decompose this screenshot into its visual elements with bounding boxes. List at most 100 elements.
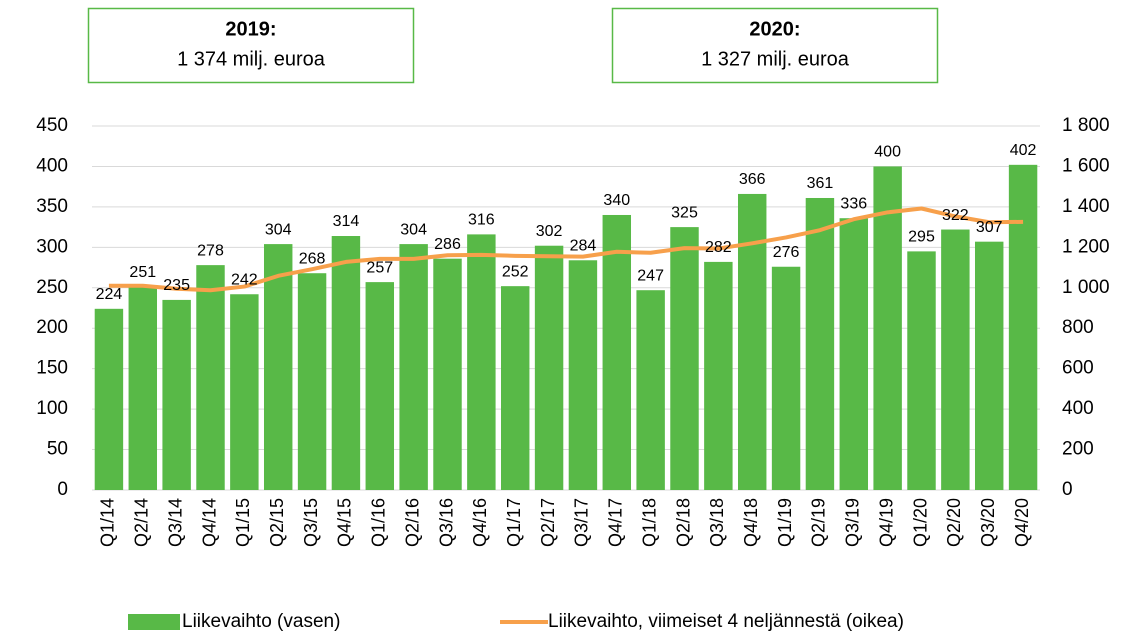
y-tick-label: 300 xyxy=(36,236,68,257)
legend-swatch xyxy=(128,614,180,630)
value-label: 257 xyxy=(366,259,393,276)
bar xyxy=(297,273,327,490)
x-tick-label: Q1/17 xyxy=(504,498,524,547)
x-tick-label: Q2/17 xyxy=(538,498,558,547)
value-label: 282 xyxy=(705,239,732,256)
bar xyxy=(399,244,428,490)
y-tick-label: 200 xyxy=(36,317,68,338)
bar xyxy=(433,258,462,490)
bar xyxy=(636,290,665,490)
x-tick-label: Q3/14 xyxy=(165,498,185,547)
bar xyxy=(568,260,598,490)
annotation-box xyxy=(87,7,415,84)
x-tick-label: Q1/16 xyxy=(369,498,389,547)
annotation-title: 2020: xyxy=(749,18,800,40)
x-tick-label: Q2/19 xyxy=(809,498,829,547)
bar xyxy=(805,197,835,491)
x-tick-label: Q3/15 xyxy=(301,498,321,547)
x-tick-label: Q1/15 xyxy=(233,498,253,547)
bar xyxy=(1008,164,1038,490)
value-label: 402 xyxy=(1010,142,1037,159)
y2-tick-label: 0 xyxy=(1062,479,1073,500)
bar xyxy=(467,234,496,490)
y-tick-label: 350 xyxy=(36,196,68,217)
x-tick-label: Q1/18 xyxy=(639,498,659,547)
x-tick-label: Q4/16 xyxy=(470,498,490,547)
annotation-text: 1 374 milj. euroa xyxy=(177,48,326,70)
value-label: 400 xyxy=(874,144,901,161)
x-tick-label: Q3/17 xyxy=(572,498,592,547)
bar xyxy=(907,251,936,490)
bar xyxy=(263,244,293,490)
bar xyxy=(974,241,1004,490)
y-tick-label: 450 xyxy=(36,115,68,136)
x-tick-label: Q3/20 xyxy=(978,498,998,547)
y2-tick-label: 1 800 xyxy=(1062,115,1110,136)
bar xyxy=(365,282,395,490)
value-label: 366 xyxy=(739,171,766,188)
value-label: 302 xyxy=(536,223,563,240)
y-tick-label: 50 xyxy=(47,439,68,460)
value-label: 251 xyxy=(129,264,156,281)
x-tick-label: Q4/14 xyxy=(199,498,219,547)
legend-label: Liikevaihto, viimeiset 4 neljännestä (oi… xyxy=(548,611,904,632)
value-label: 268 xyxy=(299,250,326,267)
y2-tick-label: 800 xyxy=(1062,317,1094,338)
value-label: 316 xyxy=(468,212,495,229)
value-label: 361 xyxy=(807,175,834,192)
value-label: 322 xyxy=(942,207,969,224)
value-label: 307 xyxy=(976,219,1003,236)
y2-tick-label: 1 200 xyxy=(1062,236,1110,257)
x-tick-label: Q3/19 xyxy=(843,498,863,547)
bar xyxy=(500,286,530,490)
value-label: 286 xyxy=(434,236,461,253)
x-tick-label: Q2/14 xyxy=(132,498,152,547)
value-label: 304 xyxy=(265,221,292,238)
value-label: 252 xyxy=(502,263,529,280)
bar xyxy=(704,261,733,490)
x-tick-label: Q2/20 xyxy=(944,498,964,547)
value-label: 336 xyxy=(840,195,867,212)
x-tick-label: Q3/16 xyxy=(436,498,456,547)
y2-tick-label: 1 400 xyxy=(1062,196,1110,217)
bar xyxy=(331,236,361,490)
value-label: 295 xyxy=(908,229,935,246)
x-tick-label: Q4/17 xyxy=(606,498,626,547)
value-label: 284 xyxy=(570,237,597,254)
value-label: 278 xyxy=(197,242,224,259)
y2-tick-label: 1 600 xyxy=(1062,155,1110,176)
x-tick-label: Q4/15 xyxy=(335,498,355,547)
bar xyxy=(230,294,259,490)
y-tick-label: 400 xyxy=(36,155,68,176)
y2-tick-label: 200 xyxy=(1062,439,1094,460)
annotation-text: 1 327 milj. euroa xyxy=(701,48,850,70)
value-label: 224 xyxy=(96,286,123,303)
x-tick-label: Q2/15 xyxy=(267,498,287,547)
bar xyxy=(670,227,699,490)
annotation-box xyxy=(611,7,939,84)
bar xyxy=(941,229,970,490)
x-tick-label: Q1/20 xyxy=(910,498,930,547)
y2-tick-label: 1 000 xyxy=(1062,277,1110,298)
x-tick-label: Q3/18 xyxy=(707,498,727,547)
x-tick-label: Q1/14 xyxy=(98,498,118,547)
bar xyxy=(162,299,191,490)
value-label: 247 xyxy=(637,267,664,284)
bar xyxy=(94,308,124,490)
value-label: 340 xyxy=(603,192,630,209)
bar xyxy=(196,265,225,490)
annotation-title: 2019: xyxy=(225,18,276,40)
value-label: 235 xyxy=(163,277,190,294)
x-tick-label: Q4/20 xyxy=(1012,498,1032,547)
x-tick-label: Q1/19 xyxy=(775,498,795,547)
value-label: 276 xyxy=(773,244,800,261)
x-tick-label: Q2/16 xyxy=(402,498,422,547)
value-label: 242 xyxy=(231,271,258,288)
bar xyxy=(128,286,158,490)
y2-tick-label: 600 xyxy=(1062,358,1094,379)
y-tick-label: 250 xyxy=(36,277,68,298)
x-tick-label: Q2/18 xyxy=(673,498,693,547)
x-tick-label: Q4/19 xyxy=(876,498,896,547)
bar xyxy=(534,245,564,490)
